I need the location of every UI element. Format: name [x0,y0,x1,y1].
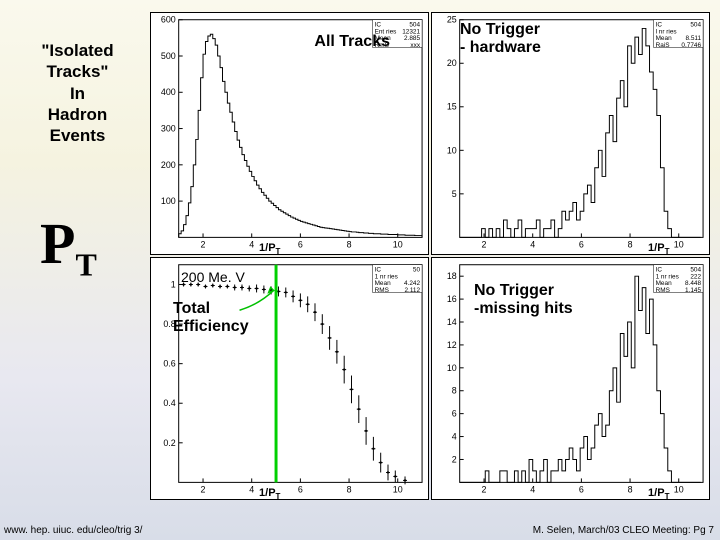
svg-text:8: 8 [452,386,457,396]
anno-total-eff: TotalEfficiency [173,300,249,336]
svg-text:6: 6 [298,484,303,494]
svg-text:2: 2 [452,454,457,464]
left-l5: Events [10,125,145,146]
svg-text:8: 8 [628,484,633,494]
svg-text:6: 6 [298,239,303,249]
svg-text:100: 100 [161,196,176,206]
plot-bottom-right: 24681024681012141618IC5041 nr ries222Mea… [431,257,710,500]
svg-text:14: 14 [447,317,457,327]
svg-text:16: 16 [447,294,457,304]
plot-grid: 246810100200300400500600IC504Ent ries123… [150,12,710,500]
anno-all-tracks: All Tracks [314,33,390,51]
svg-text:2: 2 [482,239,487,249]
svg-text:500: 500 [161,51,176,61]
svg-text:1.145: 1.145 [685,287,701,294]
xlabel-tr: 1/PT [648,242,669,256]
svg-text:4: 4 [530,239,535,249]
svg-text:0.2: 0.2 [163,438,175,448]
footer-left: www. hep. uiuc. edu/cleo/trig 3/ [4,525,142,536]
svg-text:0.4: 0.4 [163,398,175,408]
svg-text:12: 12 [447,340,457,350]
svg-text:RMS: RMS [375,287,389,294]
svg-text:10: 10 [393,484,403,494]
anno-no-trigger-hw: No Trigger- hardware [460,21,541,57]
svg-text:18: 18 [447,271,457,281]
svg-text:RMS: RMS [656,287,670,294]
svg-text:504: 504 [690,22,701,29]
left-l1: "Isolated [10,40,145,61]
left-text-block: "Isolated Tracks" In Hadron Events [10,40,145,146]
svg-text:15: 15 [447,102,457,112]
svg-text:2: 2 [201,239,206,249]
xlabel-bl: 1/PT [259,487,280,501]
svg-text:4: 4 [530,484,535,494]
svg-text:10: 10 [674,484,684,494]
svg-text:4: 4 [249,239,254,249]
svg-text:600: 600 [161,15,176,25]
svg-text:2.112: 2.112 [404,287,420,294]
svg-text:4: 4 [249,484,254,494]
svg-text:8: 8 [628,239,633,249]
svg-text:8: 8 [347,484,352,494]
svg-text:8: 8 [347,239,352,249]
svg-text:6: 6 [452,409,457,419]
svg-text:10: 10 [447,145,457,155]
svg-text:50: 50 [413,267,421,274]
svg-text:400: 400 [161,87,176,97]
svg-text:2: 2 [201,484,206,494]
footer-right: M. Selen, March/03 CLEO Meeting: Pg 7 [533,525,714,536]
left-l4: Hadron [10,104,145,125]
pt-sub: T [75,247,96,283]
xlabel-br: 1/PT [648,487,669,501]
svg-text:xxx: xxx [410,42,420,49]
left-l3: In [10,83,145,104]
svg-text:300: 300 [161,124,176,134]
svg-text:200: 200 [161,160,176,170]
svg-text:0.6: 0.6 [163,359,175,369]
pt-main: P [40,211,75,276]
svg-text:RaiS: RaiS [656,42,670,49]
svg-text:20: 20 [447,58,457,68]
svg-text:6: 6 [579,484,584,494]
svg-text:1: 1 [171,279,176,289]
plot-top-right: 246810510152025IC504l nr riesMean8.511Ra… [431,12,710,255]
svg-text:10: 10 [393,239,403,249]
plot-bottom-left: 2468100.20.40.60.81IC501 nr riesMean4.24… [150,257,429,500]
svg-text:2: 2 [482,484,487,494]
svg-text:6: 6 [579,239,584,249]
svg-text:10: 10 [674,239,684,249]
xlabel-tl: 1/PT [259,242,280,256]
svg-text:25: 25 [447,15,457,25]
anno-200mev: 200 Me. V [181,269,245,285]
svg-text:10: 10 [447,363,457,373]
svg-text:4: 4 [452,432,457,442]
left-l2: Tracks" [10,61,145,82]
plot-top-left: 246810100200300400500600IC504Ent ries123… [150,12,429,255]
anno-no-trigger-mh: No Trigger-missing hits [474,282,573,318]
svg-text:0.7746: 0.7746 [681,42,701,49]
svg-text:5: 5 [452,189,457,199]
pt-label: PT [40,210,97,284]
